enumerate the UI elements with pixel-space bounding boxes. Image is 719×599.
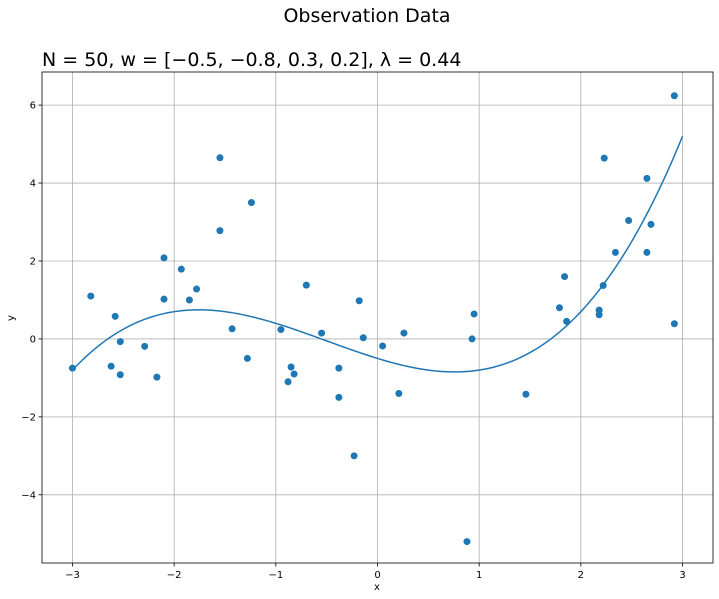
data-point <box>561 273 569 281</box>
x-axis-ticks: −3 −2 −1 0 1 2 3 <box>65 563 686 581</box>
y-tick-label: 0 <box>30 334 36 345</box>
y-axis-label: y <box>6 315 17 321</box>
data-point <box>379 342 387 350</box>
data-point <box>318 329 326 337</box>
plot-area <box>41 71 714 564</box>
data-point <box>185 296 193 304</box>
x-axis-label: x <box>374 582 380 593</box>
data-point <box>116 338 124 346</box>
data-point <box>355 297 363 305</box>
data-point <box>350 452 358 460</box>
data-point <box>670 320 678 328</box>
data-point <box>400 329 408 337</box>
data-point <box>555 304 563 312</box>
y-tick-label: 6 <box>30 101 36 112</box>
data-point <box>160 295 168 303</box>
data-point <box>69 364 76 372</box>
data-point <box>177 265 185 273</box>
x-tick-label: 1 <box>476 570 482 581</box>
data-point <box>643 174 651 182</box>
model-curve-layer <box>71 136 684 373</box>
data-point <box>611 248 619 256</box>
x-tick-label: −3 <box>65 570 80 581</box>
data-point <box>228 325 236 333</box>
data-point <box>468 335 476 343</box>
data-point <box>470 310 478 318</box>
axes-title: N = 50, w = [−0.5, −0.8, 0.3, 0.2], λ = … <box>42 49 461 71</box>
data-point <box>599 282 607 290</box>
data-point <box>670 92 678 100</box>
grid-lines <box>42 72 713 563</box>
data-point <box>643 248 651 256</box>
data-point <box>522 390 530 398</box>
data-point <box>625 216 633 224</box>
data-point <box>359 334 367 342</box>
x-tick-label: −2 <box>167 570 182 581</box>
data-point <box>216 154 224 162</box>
data-point <box>193 285 201 293</box>
data-point <box>600 154 608 162</box>
y-axis-ticks: −4 −2 0 2 4 6 <box>21 101 42 501</box>
data-point <box>87 292 95 300</box>
data-point <box>563 317 571 325</box>
data-point <box>290 370 298 378</box>
y-tick-label: 4 <box>30 179 36 190</box>
data-point <box>284 378 292 386</box>
y-tick-label: −4 <box>21 490 36 501</box>
data-point <box>141 342 149 350</box>
model-curve <box>71 136 684 373</box>
x-tick-label: 0 <box>374 570 380 581</box>
data-point <box>247 199 255 207</box>
data-point <box>463 538 471 546</box>
data-point <box>116 371 124 379</box>
data-point <box>287 363 295 371</box>
x-tick-label: 2 <box>578 570 584 581</box>
data-point <box>335 364 343 372</box>
data-point <box>277 326 285 334</box>
data-point <box>335 393 343 401</box>
y-tick-label: −2 <box>21 412 36 423</box>
data-point <box>302 281 310 289</box>
scatter-points <box>69 92 678 546</box>
data-point <box>216 227 224 235</box>
data-point <box>107 362 115 370</box>
data-point <box>595 306 603 314</box>
data-point <box>160 254 168 262</box>
data-point <box>111 312 119 320</box>
data-point <box>243 354 251 362</box>
figure-suptitle: Observation Data <box>283 5 450 27</box>
data-point <box>153 373 161 381</box>
x-tick-label: 3 <box>679 570 685 581</box>
x-tick-label: −1 <box>268 570 283 581</box>
y-tick-label: 2 <box>30 256 36 267</box>
data-point <box>647 220 655 228</box>
data-point <box>395 389 403 397</box>
